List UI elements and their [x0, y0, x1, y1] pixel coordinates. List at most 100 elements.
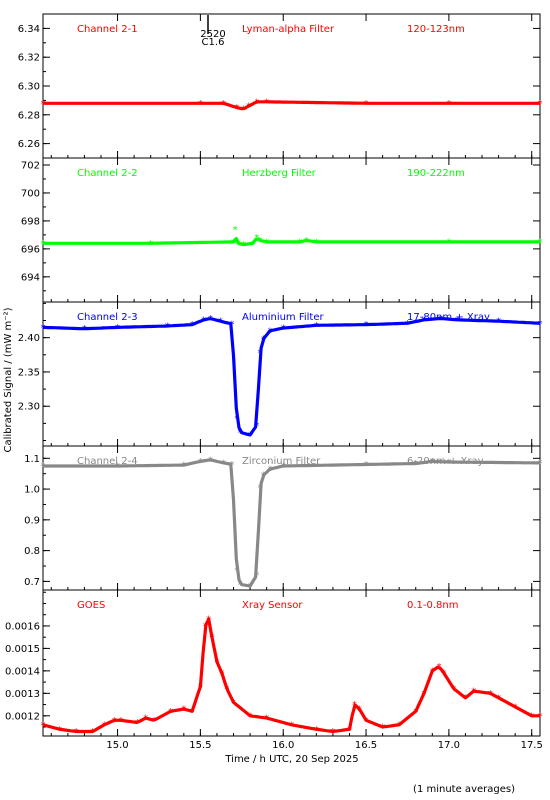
data-point: *: [304, 236, 309, 247]
data-point: *: [297, 237, 302, 248]
data-point: *: [82, 324, 87, 335]
data-point: *: [231, 237, 236, 248]
panel-channel-label: GOES: [77, 600, 105, 611]
data-point: *: [181, 461, 186, 472]
data-point: *: [267, 326, 272, 337]
data-point: *: [224, 684, 229, 695]
data-point: *: [165, 322, 170, 333]
data-point: *: [248, 711, 253, 722]
data-point: *: [102, 720, 107, 731]
data-point: *: [347, 725, 352, 736]
y-tick-label: 2.30: [18, 402, 40, 413]
data-point: *: [208, 314, 213, 325]
data-point: *: [251, 239, 256, 250]
data-point: *: [281, 324, 286, 335]
data-point: *: [314, 321, 319, 332]
data-point: *: [357, 705, 362, 716]
series-trace: [43, 100, 540, 111]
data-point: *: [405, 319, 410, 330]
panel-filter-label: Lyman-alpha Filter: [242, 24, 335, 35]
y-tick-label: 1.0: [24, 485, 40, 496]
data-point: *: [380, 723, 385, 734]
x-tick-label: 16.0: [272, 740, 294, 751]
y-tick-label: 2.40: [18, 333, 40, 344]
data-point: *: [190, 707, 195, 718]
y-tick-label: 696: [21, 244, 40, 255]
data-point: *: [234, 239, 239, 250]
data-point: *: [446, 237, 451, 248]
panel-1: 6.26 6.28 6.30 6.32 6.34 Channel 2-1 Lyman-alp…: [18, 13, 543, 159]
panel-band-label: 190-222nm: [407, 168, 465, 179]
series-1: * * * ** * * * * ** * ********** ** * * ** *** **** *****…: [41, 615, 543, 738]
data-point: *: [471, 687, 476, 698]
data-point: *: [209, 633, 214, 644]
data-point: *: [198, 99, 203, 110]
data-point: *: [413, 707, 418, 718]
data-point: *: [281, 462, 286, 473]
y-axis-label: Calibrated Signal / (mW m⁻²): [3, 307, 14, 452]
x-tick-label: 15.0: [106, 740, 128, 751]
series-1: * * * * * * * * * * *: [41, 97, 543, 115]
x-tick-label: 17.0: [438, 740, 460, 751]
data-point: *: [135, 718, 140, 729]
y-tick-label: 6.34: [18, 24, 40, 35]
panel-filter-label: Herzberg Filter: [242, 168, 317, 179]
panel-channel-label: Channel 2-4: [77, 456, 138, 467]
data-point: *: [455, 315, 460, 326]
data-point: *: [254, 97, 259, 108]
y-tick-label: 0.0014: [5, 666, 40, 677]
panel-2: 694 696 698 700 702 Channel 2-2 Herzberg Filte…: [21, 157, 543, 303]
data-point: *: [254, 421, 259, 432]
panel-frame: [42, 589, 541, 737]
data-point: *: [168, 707, 173, 718]
y-tick-label: 694: [21, 272, 40, 283]
panel-band-label: 120-123nm: [407, 24, 465, 35]
data-point: *: [118, 716, 123, 727]
data-point: *: [264, 97, 269, 108]
data-point: *: [241, 105, 246, 116]
data-point: *: [201, 315, 206, 326]
series-trace: [42, 617, 540, 734]
data-point: *: [267, 465, 272, 476]
panel-4: 0.7 0.8 0.9 1.0 1.1 Channel 2-4 Zirconium Filt…: [24, 445, 543, 593]
panel-channel-label: Channel 2-3: [77, 312, 138, 323]
data-point: *: [529, 711, 534, 722]
data-point: *: [364, 320, 369, 331]
data-point: *: [219, 669, 224, 680]
data-point: *: [41, 720, 46, 731]
series-1: * * * * * * *** ***** * * * * * *: [41, 455, 543, 592]
data-point: *: [538, 237, 543, 248]
data-point: *: [364, 716, 369, 727]
data-point: *: [364, 99, 369, 110]
data-point: *: [234, 103, 239, 114]
y-tick-label: 2.35: [18, 367, 40, 378]
event-marker-label-top: 2520: [200, 29, 225, 40]
data-point: *: [248, 582, 253, 593]
series-1: * * * * * * * * *** ***** * * * * * * * * *: [41, 314, 543, 442]
data-point: *: [538, 458, 543, 469]
y-tick-label: 0.8: [24, 546, 40, 557]
data-point: *: [496, 317, 501, 328]
y-tick-label: 1.1: [24, 454, 40, 465]
data-point: *: [488, 689, 493, 700]
data-point: *: [397, 720, 402, 731]
data-point: *: [352, 700, 357, 711]
data-point: *: [231, 698, 236, 709]
data-point: *: [74, 727, 79, 738]
data-point: *: [413, 459, 418, 470]
data-point: *: [446, 99, 451, 110]
panel-5: 0.0012 0.0013 0.0014 0.0015 0.0016 15.0 15.5 16…: [5, 589, 543, 751]
y-tick-label: 700: [21, 188, 40, 199]
x-tick-label: 17.5: [521, 740, 543, 751]
data-point: *: [264, 714, 269, 725]
data-point: *: [314, 237, 319, 248]
data-point: *: [258, 236, 263, 247]
data-point: *: [538, 99, 543, 110]
data-point: *: [254, 233, 259, 244]
y-tick-label: 0.0013: [5, 689, 40, 700]
data-point: *: [538, 711, 543, 722]
data-point: *: [441, 669, 446, 680]
panel-frame: [42, 13, 541, 159]
y-tick-label: 0.0016: [5, 621, 40, 632]
y-tick-label: 6.26: [18, 139, 40, 150]
